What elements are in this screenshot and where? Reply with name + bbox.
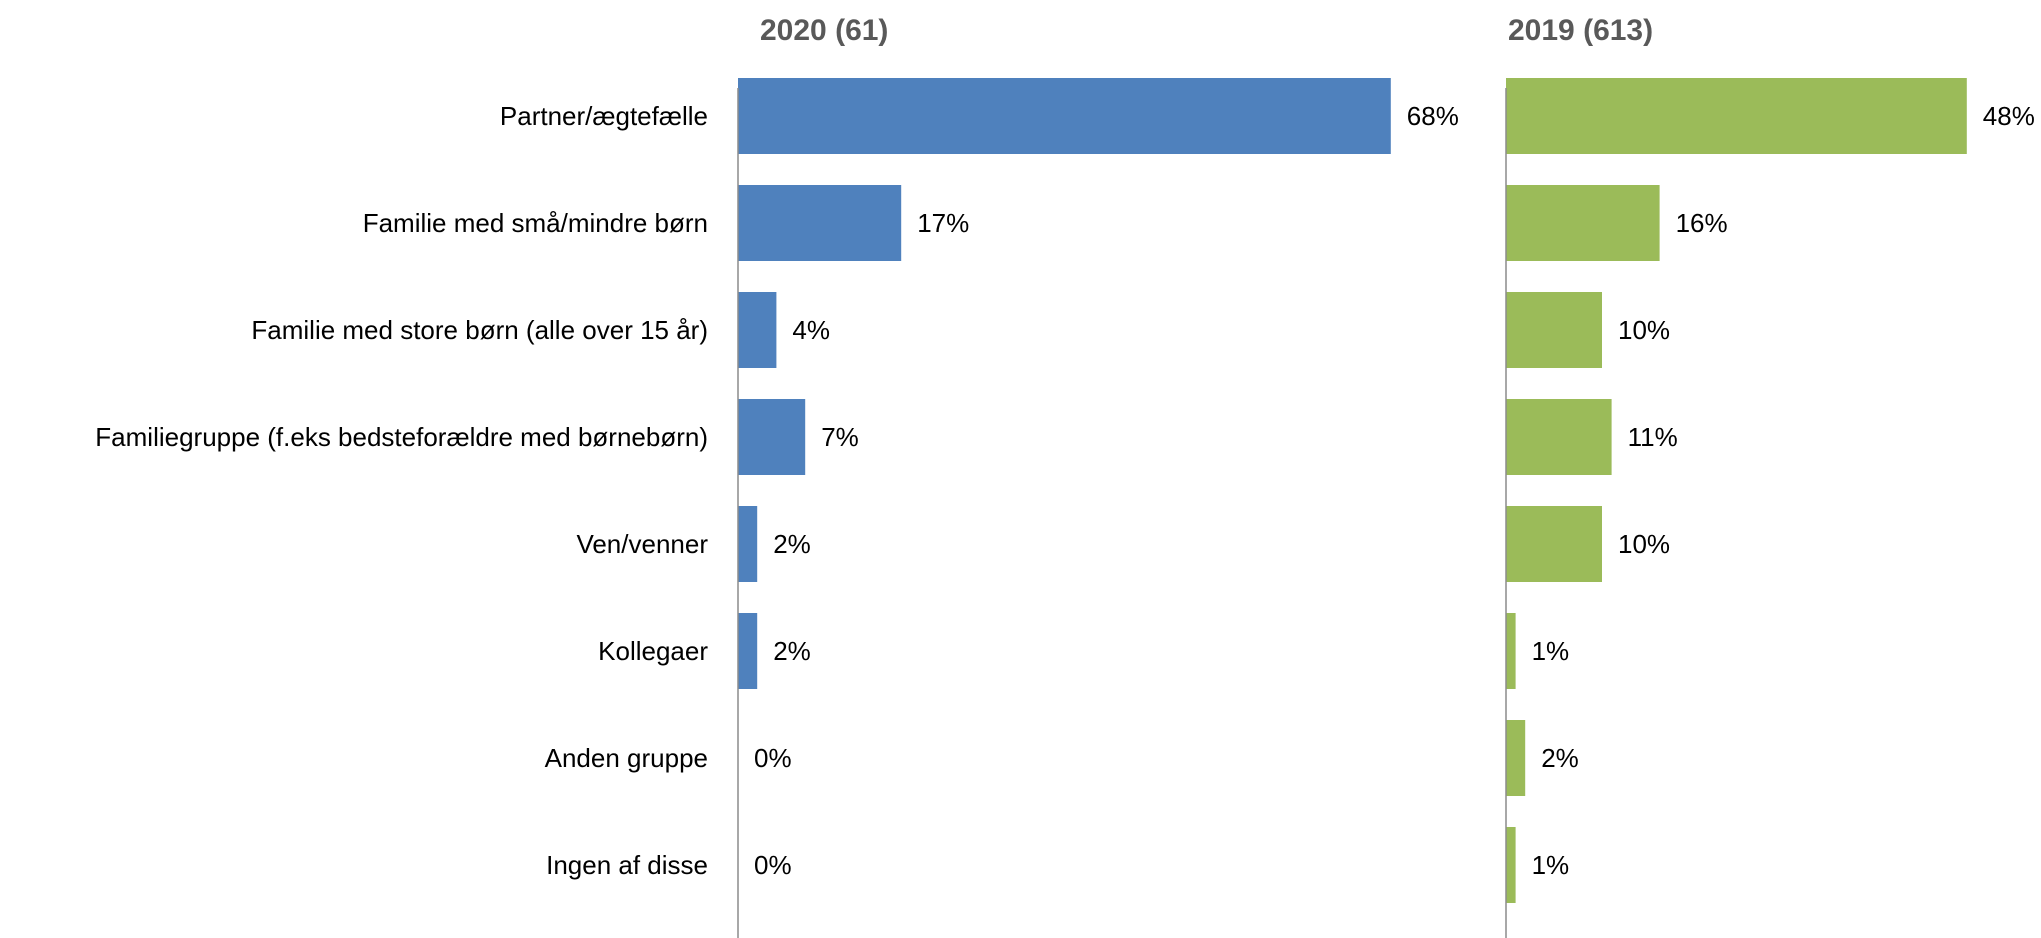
data-label: 2% [1541, 743, 1579, 773]
data-label: 0% [754, 743, 792, 773]
bar [738, 506, 758, 582]
category-label: Ingen af disse [546, 850, 708, 880]
category-label: Kollegaer [598, 636, 708, 666]
data-label: 2% [773, 529, 811, 559]
bar [738, 399, 806, 475]
panel-1: 2019 (613) 48% 16% 10% 11% 10% 1% 2% 1% [1505, 14, 2035, 938]
panel-0: 2020 (61) 68% 17% 4% 7% 2% 2% 0% 0% [737, 14, 1459, 938]
data-label: 48% [1983, 101, 2035, 131]
data-label: 1% [1532, 850, 1570, 880]
bar [1506, 827, 1516, 903]
category-label: Familiegruppe (f.eks bedsteforældre med … [95, 422, 708, 452]
data-label: 11% [1628, 422, 1678, 452]
category-label: Ven/venner [576, 529, 708, 559]
bar [738, 185, 902, 261]
bar [1506, 506, 1602, 582]
category-label: Anden gruppe [545, 743, 708, 773]
panel-title: 2020 (61) [760, 14, 888, 47]
bar [738, 78, 1391, 154]
data-label: 7% [821, 422, 859, 452]
bar [1506, 399, 1612, 475]
data-label: 16% [1676, 208, 1728, 238]
bar [1506, 292, 1602, 368]
category-label: Partner/ægtefælle [500, 101, 708, 131]
data-label: 10% [1618, 529, 1670, 559]
category-labels: Partner/ægtefælle Familie med små/mindre … [95, 101, 708, 880]
data-label: 1% [1532, 636, 1570, 666]
bar [1506, 613, 1516, 689]
chart-panels: 2020 (61) 68% 17% 4% 7% 2% 2% 0% 0% 2019 (613) 48%… [737, 14, 2035, 938]
data-label: 68% [1407, 101, 1459, 131]
data-label: 10% [1618, 315, 1670, 345]
bar [1506, 185, 1660, 261]
data-label: 2% [773, 636, 811, 666]
bar [738, 613, 758, 689]
data-label: 0% [754, 850, 792, 880]
panel-title: 2019 (613) [1508, 14, 1653, 47]
data-label: 17% [917, 208, 969, 238]
data-label: 4% [792, 315, 830, 345]
bar [738, 292, 777, 368]
bar [1506, 78, 1967, 154]
category-label: Familie med små/mindre børn [363, 208, 708, 238]
bar [1506, 720, 1526, 796]
category-label: Familie med store børn (alle over 15 år) [251, 315, 708, 345]
